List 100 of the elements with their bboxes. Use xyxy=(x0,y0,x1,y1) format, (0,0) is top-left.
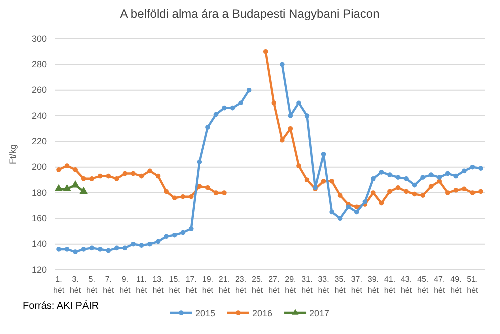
point xyxy=(80,186,88,194)
x-tick-label: 17. hét xyxy=(186,275,198,295)
point xyxy=(428,172,434,178)
point xyxy=(180,194,186,200)
point xyxy=(73,250,78,254)
point xyxy=(122,246,128,251)
point xyxy=(172,232,178,238)
y-tick-label: 300 xyxy=(32,34,47,44)
point xyxy=(206,125,210,130)
point xyxy=(362,200,368,204)
point xyxy=(478,189,484,194)
point xyxy=(330,210,334,215)
x-tick-label: 41. hét xyxy=(384,275,396,295)
point xyxy=(404,189,409,194)
x-tick-label: 51. hét xyxy=(467,275,480,295)
point xyxy=(214,112,219,118)
chart-title: A belföldi alma ára a Budapesti Nagybani Piacon xyxy=(120,7,380,21)
point xyxy=(56,247,62,252)
point xyxy=(478,166,484,172)
point xyxy=(330,179,334,184)
point xyxy=(206,185,210,190)
point xyxy=(148,242,152,247)
point xyxy=(222,190,227,196)
point xyxy=(388,172,392,178)
point xyxy=(404,176,409,182)
point xyxy=(106,174,112,179)
x-tick-label: 49. hét xyxy=(450,275,463,295)
point xyxy=(222,106,227,111)
point xyxy=(454,174,459,179)
point xyxy=(197,184,202,189)
point xyxy=(164,189,169,194)
point xyxy=(371,176,376,182)
point xyxy=(396,185,401,190)
point xyxy=(304,114,310,118)
point xyxy=(379,200,384,206)
y-axis-title: Ft/kg xyxy=(8,144,18,165)
point xyxy=(470,164,476,170)
point xyxy=(172,196,178,201)
legend-label: 2017 xyxy=(310,308,330,318)
y-tick-label: 180 xyxy=(32,188,47,198)
point xyxy=(156,239,161,244)
point xyxy=(437,175,442,180)
x-tick-label: 9. hét xyxy=(120,275,132,295)
point xyxy=(139,243,144,248)
point xyxy=(420,175,426,180)
x-tick-label: 5. hét xyxy=(86,275,98,295)
x-tick-label: 19. hét xyxy=(202,275,214,295)
point xyxy=(288,114,294,118)
point xyxy=(272,100,277,106)
x-tick-label: 15. hét xyxy=(169,275,182,295)
x-tick-label: 11. hét xyxy=(136,275,148,295)
point xyxy=(90,176,94,182)
point xyxy=(230,106,236,111)
point xyxy=(64,247,70,252)
point xyxy=(296,164,302,168)
x-tick-label: 25. hét xyxy=(252,275,264,295)
x-tick-label: 29. hét xyxy=(285,275,298,295)
y-tick-label: 200 xyxy=(32,162,47,172)
point xyxy=(338,193,343,198)
point xyxy=(446,190,450,196)
y-tick-label: 120 xyxy=(32,264,47,275)
point xyxy=(81,176,86,182)
point xyxy=(263,49,268,54)
point xyxy=(63,184,72,192)
point xyxy=(148,168,152,174)
x-tick-label: 21. hét xyxy=(218,275,231,295)
point xyxy=(388,189,392,194)
point xyxy=(321,152,326,157)
x-tick-label: 7. hét xyxy=(103,275,115,295)
point xyxy=(428,184,434,189)
point xyxy=(189,194,194,200)
point xyxy=(462,168,467,174)
y-tick-label: 280 xyxy=(32,60,47,70)
point xyxy=(64,164,70,168)
point xyxy=(214,190,219,196)
x-tick-label: 47. hét xyxy=(434,275,446,295)
x-tick-label: 31. hét xyxy=(302,275,314,295)
x-tick-label: 45. hét xyxy=(418,275,430,295)
point xyxy=(131,171,136,176)
point xyxy=(288,126,294,132)
point xyxy=(446,171,450,176)
point xyxy=(280,62,285,68)
point xyxy=(338,216,343,222)
x-tick-label: 27. hét xyxy=(268,275,280,295)
point xyxy=(470,190,476,196)
point xyxy=(189,226,194,232)
point xyxy=(197,160,202,165)
point xyxy=(139,174,144,179)
point xyxy=(420,193,426,198)
point xyxy=(81,247,86,252)
x-tick-label: 35. hét xyxy=(334,275,347,295)
x-tick-label: 23. hét xyxy=(235,275,248,295)
point xyxy=(180,230,186,236)
text: Forrás: AKI PÁIR xyxy=(23,300,100,312)
y-tick-label: 220 xyxy=(32,136,47,147)
point xyxy=(321,179,326,184)
point xyxy=(106,248,112,254)
y-tick-label: 160 xyxy=(32,214,47,224)
point xyxy=(164,234,169,240)
point xyxy=(73,168,78,172)
